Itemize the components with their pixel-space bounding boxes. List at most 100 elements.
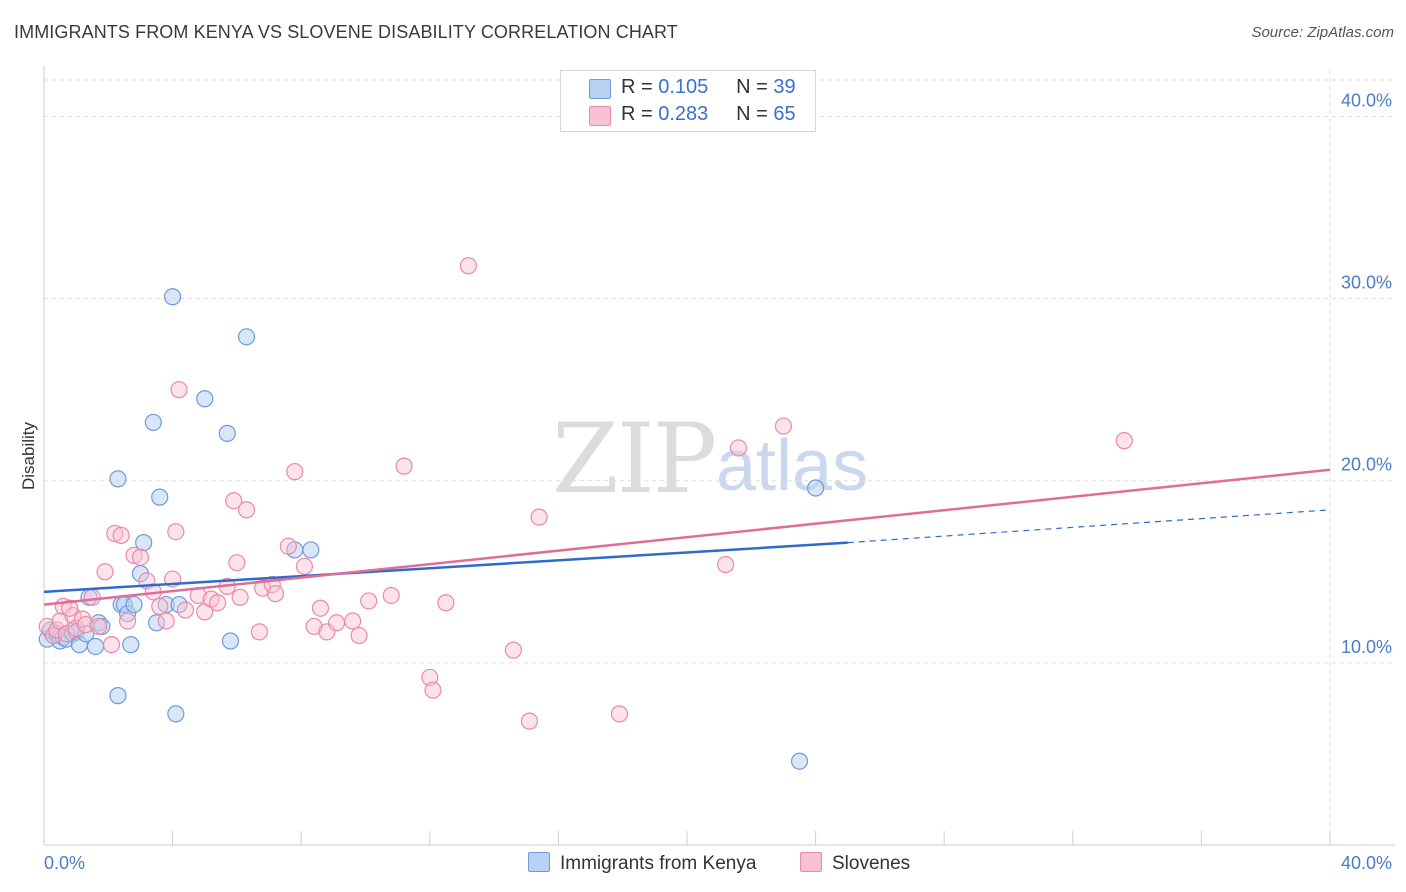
slovene-point [67,619,85,637]
bottom-legend-kenya: Immigrants from Kenya [528,852,756,875]
slovene-point [151,597,169,615]
legend-r-label: R = [621,76,653,98]
kenya-point [77,625,95,643]
slovene-point [131,548,150,566]
slovene-point [327,614,346,632]
kenya-point [151,488,169,506]
kenya-point [86,637,105,656]
slovene-swatch [589,106,611,126]
slovene-point [305,617,323,636]
kenya-swatch [528,852,550,872]
bottom-legend-kenya-label: Immigrants from Kenya [560,853,757,874]
x-tick-label: 40.0% [1341,853,1392,873]
legend-r-value: 0.283 [658,103,709,125]
series-slovene-points [38,257,1133,730]
slovene-point [77,616,95,634]
slovene-point [125,546,143,564]
slovene-point [395,457,413,475]
slovene-point [118,612,137,630]
slovene-point [90,617,108,636]
chart-title: IMMIGRANTS FROM KENYA VS SLOVENE DISABIL… [14,22,678,42]
kenya-point [122,636,140,654]
kenya-point [218,424,236,442]
slovene-point [382,586,400,605]
slovene-point [48,621,66,639]
bottom-legend-slovene-label: Slovenes [832,853,911,874]
y-tick-label: 10.0% [1341,637,1392,657]
slovene-swatch [800,852,822,872]
kenya-point [164,288,182,306]
slovene-point [421,668,439,687]
kenya-point [125,595,143,614]
slovene-point [254,579,272,597]
slovene-point [716,555,735,574]
kenya-point [109,687,127,705]
kenya-point [221,632,240,650]
slovene-point [344,612,362,630]
kenya-point [302,541,320,559]
y-axis-label: Disability [19,421,38,490]
y-tick-label: 20.0% [1341,455,1392,475]
slovene-trend-line [43,468,1331,606]
slovene-point [530,508,548,526]
slovene-point [102,636,121,654]
trend-lines [43,468,1331,606]
legend-n-value: 39 [773,76,796,98]
kenya-point [790,752,809,770]
slovene-point [459,257,477,275]
kenya-point [806,479,825,497]
source-credit: Source: ZipAtlas.com [1251,24,1394,41]
bottom-legend-slovene: Slovenes [800,852,910,875]
kenya-point [144,413,162,432]
slovene-point [424,681,442,699]
slovene-point [57,625,76,643]
y-tick-label: 30.0% [1341,273,1392,293]
kenya-trend-line [43,541,848,594]
slovene-point [295,557,314,575]
slovene-point [266,585,285,603]
slovene-point [228,554,246,572]
slovene-point [729,439,748,457]
slovene-point [250,623,269,641]
x-tick-labels: 0.0% 40.0% [44,853,1392,873]
slovene-point [360,592,378,610]
slovene-point [96,563,114,581]
slovene-point [83,588,101,606]
slovene-point [209,594,227,612]
slovene-point [157,612,175,630]
slovene-point [112,526,130,544]
series-kenya-points [38,288,825,770]
slovene-point [279,537,297,555]
y-tick-labels: 10.0% 20.0% 30.0% 40.0% [1341,90,1392,656]
slovene-point [504,641,522,659]
legend-n-label: N = [736,76,768,98]
slovene-point [167,523,185,541]
x-tick-label: 0.0% [44,853,85,873]
slovene-point [176,601,195,619]
slovene-point [286,463,304,481]
kenya-point [237,328,256,346]
slovene-point [106,524,124,543]
slovene-point [73,610,92,628]
legend-n-value: 65 [773,103,796,125]
watermark-zip: ZIP [552,403,715,515]
slovene-point [520,712,539,730]
slovene-point [225,492,243,510]
slovene-point [774,417,793,435]
slovene-point [61,599,79,617]
kenya-point [196,390,214,408]
stats-legend: R = 0.105 N = 39 R = 0.283 N = 65 [560,70,816,132]
axes [43,66,1395,846]
slovene-point [170,381,188,399]
legend-r-label: R = [621,103,653,125]
kenya-point [167,705,185,723]
y-tick-label: 40.0% [1341,90,1392,110]
kenya-point [109,470,127,488]
slovene-point [231,588,249,606]
slovene-point [437,594,455,612]
slovene-point [350,626,368,645]
slovene-point [237,501,256,519]
slovene-point [1115,432,1133,450]
kenya-swatch [589,79,611,99]
